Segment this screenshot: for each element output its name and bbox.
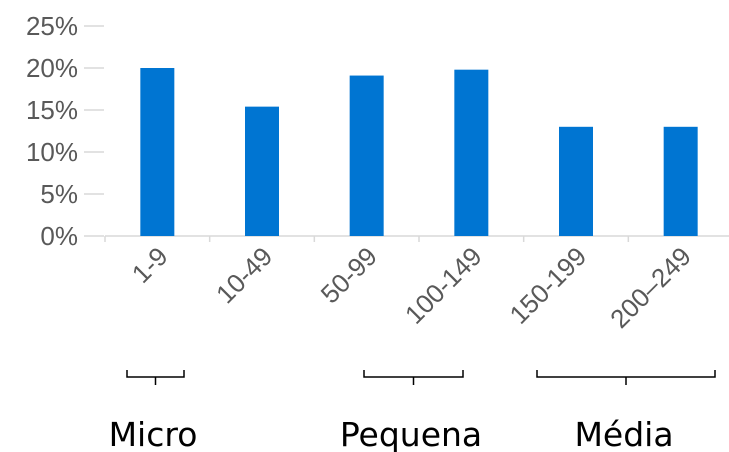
x-category-label: 150-199 <box>504 241 593 330</box>
group-bracket <box>126 370 185 385</box>
category-labels: 1-9 10-49 50-99 100-149 150-199 200–249 <box>126 241 697 334</box>
x-axis <box>104 235 729 242</box>
bar <box>349 75 384 236</box>
x-category-label: 50-99 <box>315 241 383 309</box>
group-label: Pequena <box>340 415 482 452</box>
x-category-label: 100-149 <box>399 241 488 330</box>
y-tick-label: 10% <box>26 137 78 167</box>
group-label: Micro <box>109 415 198 452</box>
y-tick-label: 5% <box>40 179 78 209</box>
bar <box>559 126 593 236</box>
size-group-brackets: Micro Pequena Média <box>109 370 716 452</box>
x-category-label: 10-49 <box>210 241 278 309</box>
bar-series <box>140 68 698 237</box>
bar <box>245 106 279 236</box>
x-category-label: 1-9 <box>126 241 174 289</box>
bar <box>663 126 698 236</box>
y-axis: 0% 5% 10% 15% 20% 25% <box>26 11 104 251</box>
group-label: Média <box>574 415 673 452</box>
y-tick-label: 20% <box>26 53 78 83</box>
bar <box>140 68 175 236</box>
group-bracket <box>363 370 464 385</box>
y-tick-label: 25% <box>26 11 78 41</box>
y-tick-label: 0% <box>40 221 78 251</box>
bar <box>454 69 489 237</box>
x-category-label: 200–249 <box>604 241 697 334</box>
group-bracket <box>536 370 716 385</box>
y-tick-label: 15% <box>26 95 78 125</box>
